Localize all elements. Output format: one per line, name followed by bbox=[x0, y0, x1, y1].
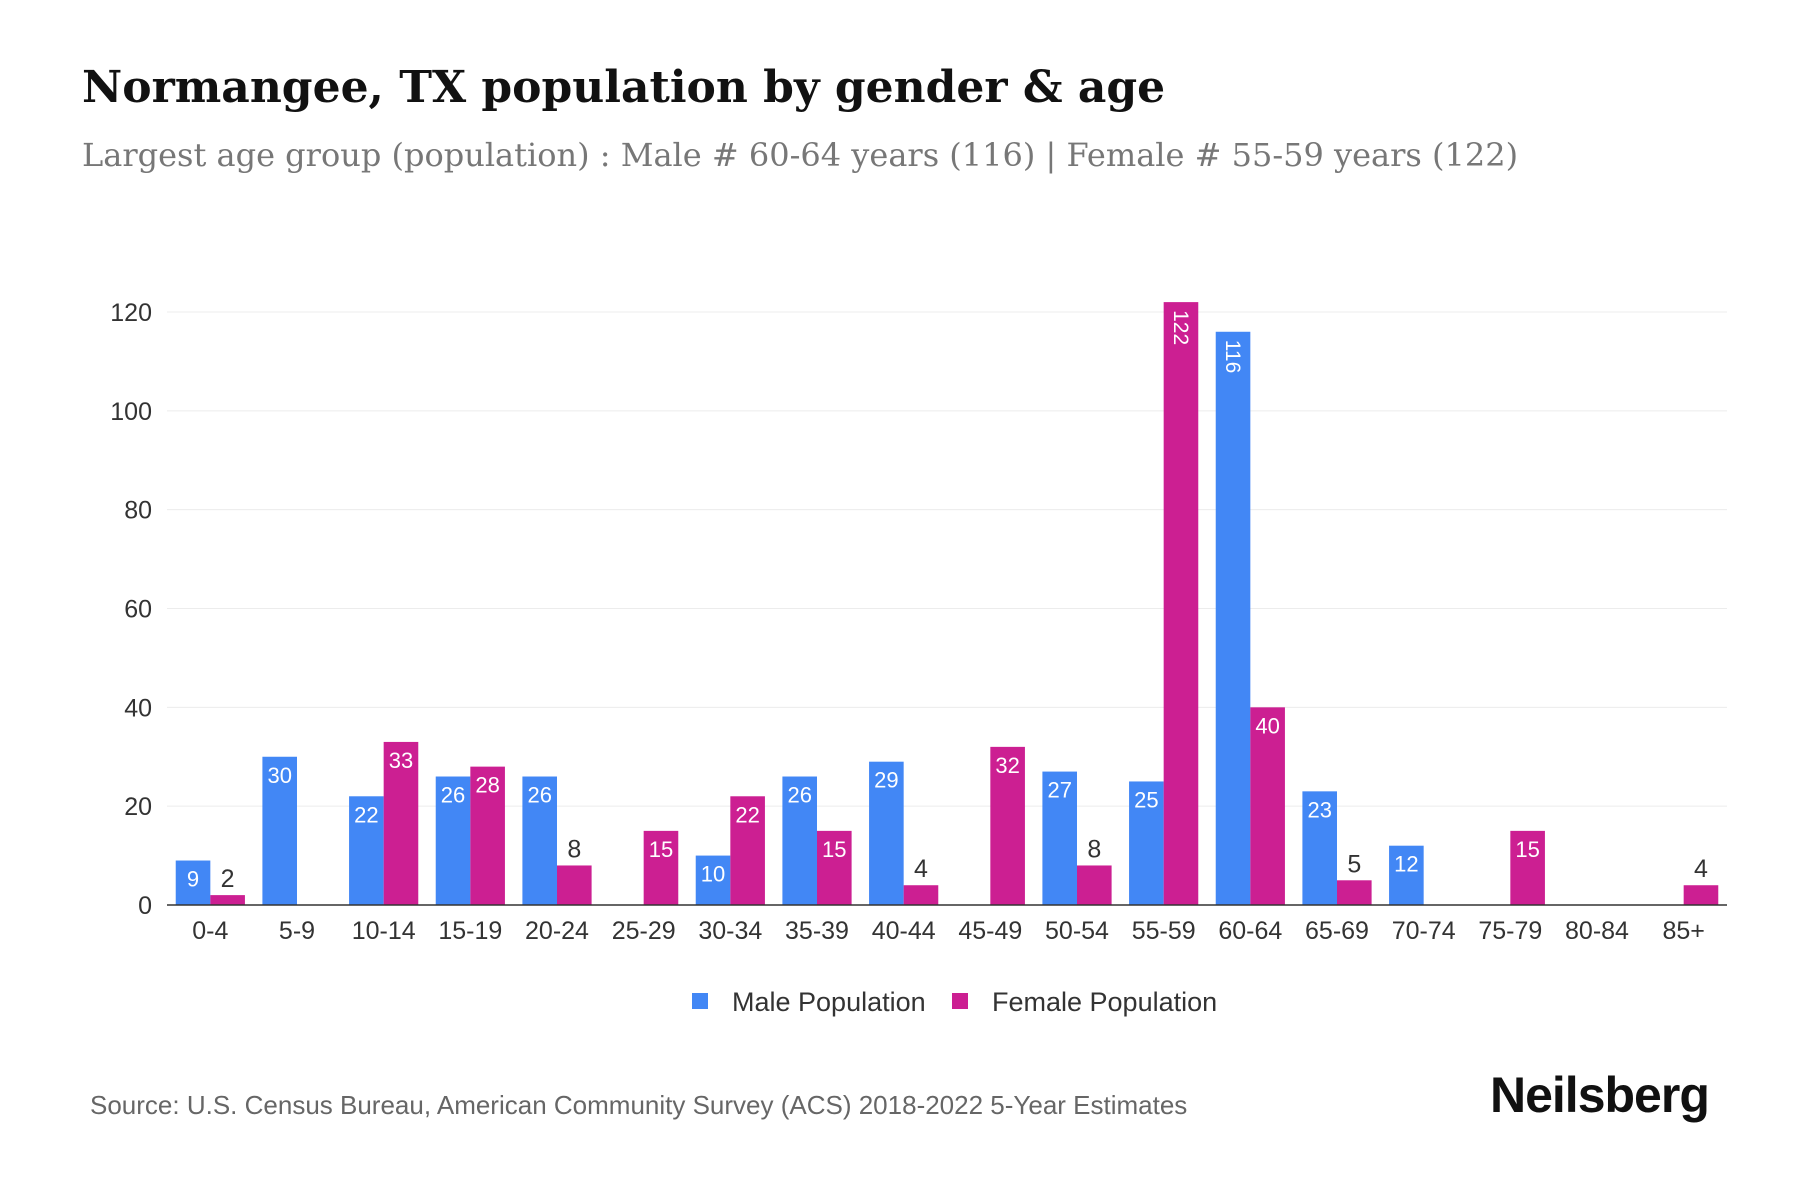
y-tick-label: 40 bbox=[124, 694, 152, 722]
data-label: 5 bbox=[1347, 850, 1361, 878]
x-tick-label: 10-14 bbox=[352, 917, 416, 945]
y-tick-label: 60 bbox=[124, 596, 152, 624]
bar-male bbox=[262, 756, 297, 905]
bar-female bbox=[383, 741, 419, 905]
bar-male bbox=[349, 796, 384, 905]
x-tick-label: 65-69 bbox=[1305, 917, 1369, 945]
bar-female bbox=[817, 830, 852, 905]
x-tick-label: 25-29 bbox=[612, 917, 676, 945]
x-tick-label: 0-4 bbox=[192, 917, 228, 945]
bar-female bbox=[470, 766, 505, 905]
chart-title: Normangee, TX population by gender & age bbox=[82, 62, 1166, 113]
data-label: 4 bbox=[914, 855, 928, 883]
bar-male bbox=[1129, 781, 1164, 905]
bar-female bbox=[1077, 865, 1112, 905]
data-label: 9 bbox=[187, 867, 199, 892]
bar-female bbox=[557, 865, 592, 905]
data-label: 10 bbox=[701, 862, 725, 887]
x-tick-label: 55-59 bbox=[1132, 917, 1196, 945]
data-label: 15 bbox=[822, 837, 846, 862]
data-label: 2 bbox=[221, 865, 235, 893]
data-label: 12 bbox=[1394, 852, 1418, 877]
y-tick-label: 100 bbox=[110, 398, 152, 426]
bar-male bbox=[1302, 791, 1337, 905]
bar-female bbox=[903, 885, 939, 905]
data-label: 116 bbox=[1221, 340, 1244, 373]
x-tick-label: 70-74 bbox=[1392, 917, 1456, 945]
x-tick-label: 35-39 bbox=[785, 917, 849, 945]
data-label: 26 bbox=[441, 783, 465, 808]
bar-male bbox=[1042, 771, 1077, 905]
data-label: 25 bbox=[1134, 787, 1158, 812]
bar-male bbox=[175, 860, 211, 905]
data-label: 22 bbox=[354, 802, 378, 827]
bar-female bbox=[1250, 707, 1285, 905]
data-label: 15 bbox=[1515, 837, 1539, 862]
data-label: 30 bbox=[267, 763, 291, 788]
data-label: 4 bbox=[1694, 855, 1708, 883]
legend-label: Female Population bbox=[992, 987, 1217, 1017]
y-tick-label: 80 bbox=[124, 497, 152, 525]
bar-female bbox=[990, 746, 1025, 905]
bar-female bbox=[730, 796, 765, 905]
data-label: 40 bbox=[1255, 713, 1279, 738]
x-tick-label: 85+ bbox=[1662, 917, 1704, 945]
bar-female bbox=[643, 830, 679, 905]
x-tick-label: 15-19 bbox=[438, 917, 502, 945]
legend-swatch-female bbox=[952, 993, 968, 1009]
data-label: 8 bbox=[567, 835, 581, 863]
x-tick-label: 75-79 bbox=[1478, 917, 1542, 945]
data-label: 26 bbox=[787, 783, 811, 808]
bar-male bbox=[1389, 845, 1424, 905]
data-label: 28 bbox=[475, 773, 499, 798]
legend-swatch-male bbox=[692, 993, 708, 1009]
bar-female bbox=[210, 895, 245, 905]
y-tick-label: 20 bbox=[124, 793, 152, 821]
x-tick-label: 40-44 bbox=[872, 917, 936, 945]
bar-male bbox=[869, 761, 904, 905]
bar-female bbox=[1163, 302, 1199, 905]
x-tick-label: 60-64 bbox=[1218, 917, 1282, 945]
source-note: Source: U.S. Census Bureau, American Com… bbox=[90, 1090, 1188, 1120]
bar-male bbox=[1215, 331, 1251, 905]
data-label: 29 bbox=[874, 768, 898, 793]
data-label: 8 bbox=[1087, 835, 1101, 863]
data-label: 15 bbox=[649, 837, 673, 862]
x-tick-label: 30-34 bbox=[698, 917, 762, 945]
data-label: 27 bbox=[1047, 778, 1071, 803]
legend-label: Male Population bbox=[732, 987, 926, 1017]
chart-subtitle: Largest age group (population) : Male # … bbox=[82, 136, 1519, 174]
bar-female bbox=[1683, 885, 1719, 905]
bar-female bbox=[1510, 830, 1545, 905]
bar-male bbox=[782, 776, 817, 905]
x-tick-label: 5-9 bbox=[279, 917, 315, 945]
bar-male bbox=[522, 776, 557, 905]
data-label: 22 bbox=[735, 802, 759, 827]
neilsberg-logo: Neilsberg bbox=[1490, 1067, 1710, 1123]
bar-female bbox=[1337, 880, 1372, 905]
bar-male bbox=[435, 776, 471, 905]
x-tick-label: 20-24 bbox=[525, 917, 589, 945]
data-label: 32 bbox=[995, 753, 1019, 778]
y-tick-label: 120 bbox=[110, 299, 152, 327]
x-tick-label: 50-54 bbox=[1045, 917, 1109, 945]
data-label: 26 bbox=[527, 783, 551, 808]
x-tick-label: 45-49 bbox=[958, 917, 1022, 945]
data-label: 122 bbox=[1169, 310, 1192, 345]
y-tick-label: 0 bbox=[138, 892, 152, 920]
data-label: 23 bbox=[1307, 797, 1331, 822]
bar-male bbox=[695, 855, 731, 905]
data-label: 33 bbox=[389, 748, 413, 773]
x-tick-label: 80-84 bbox=[1565, 917, 1629, 945]
